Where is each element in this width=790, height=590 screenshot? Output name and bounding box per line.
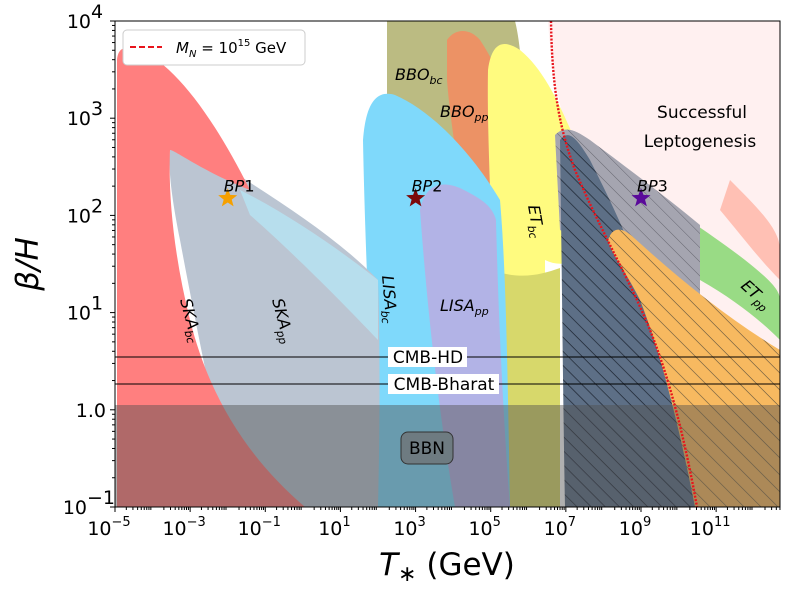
- x-tick-label: 10−3: [162, 515, 205, 540]
- label-lisa-bc: LISAbc: [375, 275, 401, 325]
- benchmark-label-bp3: BP3: [637, 176, 668, 195]
- legend-entry: MN = 1015 GeV: [176, 38, 287, 60]
- label-leptogenesis-line2: Leptogenesis: [644, 132, 757, 152]
- benchmark-star-bp1: [218, 188, 238, 207]
- label-lisa-pp: LISApp: [440, 296, 489, 318]
- y-tick-label: 1.0: [76, 400, 106, 422]
- y-tick-label: 10: [63, 497, 87, 519]
- region-ska-pp-light: [240, 190, 378, 340]
- x-tick-label: 109: [619, 515, 651, 540]
- bbn-label: BBN: [409, 439, 445, 459]
- label-leptogenesis-line1: Successful: [657, 103, 747, 123]
- y-axis-title: β/H: [10, 237, 46, 292]
- y-tick-label: 10: [67, 11, 91, 33]
- benchmark-points: BP1 BP2 BP3: [218, 176, 668, 207]
- cmb-hd-label: CMB-HD: [393, 348, 463, 368]
- legend-box: [122, 29, 306, 66]
- region-et-bc-lower: [492, 268, 560, 507]
- cmb-bharat-label-bg: [388, 374, 499, 394]
- y-tick-label: 10: [67, 205, 91, 227]
- cmb-bharat-label: CMB-Bharat: [394, 375, 495, 395]
- legend: MN = 1015 GeV: [122, 29, 306, 66]
- region-leptogenesis-edge: [720, 180, 780, 280]
- y-tick-exponent: 2: [91, 195, 103, 217]
- x-tick-label: 10−1: [238, 515, 281, 540]
- y-tick-exponent: −1: [87, 487, 115, 509]
- x-tick-label: 10−5: [87, 515, 130, 540]
- y-tick-label: 10: [67, 108, 91, 130]
- cmb-hd-label-bg: [388, 347, 467, 367]
- y-tick-label: 10: [67, 303, 91, 325]
- region-ska-bc: [117, 47, 305, 507]
- y-tick-exponent: 3: [91, 98, 103, 120]
- region-lisa-pp: [420, 184, 510, 507]
- x-tick-label: 101: [318, 515, 350, 540]
- x-axis-title: T∗ (GeV): [379, 547, 515, 587]
- label-bbo-bc: BBObc: [395, 65, 443, 87]
- benchmark-label-bp2: BP2: [412, 176, 443, 195]
- y-tick-exponent: 1: [91, 293, 103, 315]
- benchmark-star-bp2: [406, 188, 426, 207]
- bbn-label-box: [400, 431, 454, 465]
- x-tick-label: 105: [468, 515, 500, 540]
- plot-area: [115, 21, 780, 507]
- x-tick-label: 107: [544, 515, 576, 540]
- y-tick-exponent: 4: [91, 1, 103, 23]
- region-dark-hatch: [560, 135, 700, 507]
- label-et-bc: ETbc: [521, 203, 548, 239]
- x-tick-label: 1011: [690, 515, 731, 540]
- x-axis-ticks: 10−5 10−3 10−1 101 103 105 107 109 1011: [87, 507, 781, 540]
- benchmark-star-bp3: [631, 188, 651, 207]
- label-bbo-pp: BBOpp: [440, 102, 489, 124]
- mn-boundary-line: [549, 21, 699, 507]
- x-tick-label: 103: [393, 515, 425, 540]
- benchmark-label-bp1: BP1: [224, 176, 255, 195]
- region-orange-hatch: [608, 229, 780, 507]
